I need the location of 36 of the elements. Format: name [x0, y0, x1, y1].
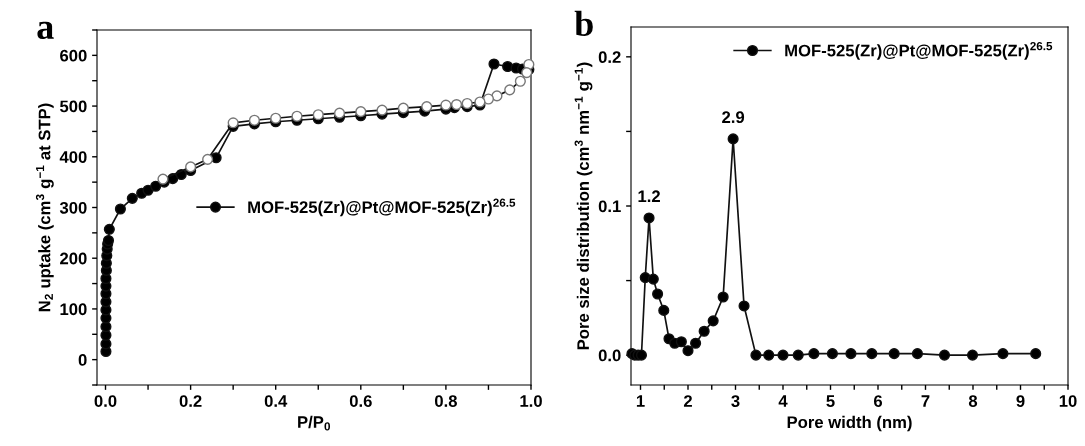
y-tick-label: 600 [60, 49, 87, 62]
annotation: 2.9 [722, 111, 745, 124]
y-axis-title: N$_{2}$ uptake (cm$^{3}$ g$^{−1}$ at STP) [35, 103, 54, 312]
x-tick-label: 5 [826, 395, 835, 407]
annotation: 1.2 [638, 190, 660, 202]
x-tick-label: 6 [873, 395, 883, 407]
x-axis-title: P/P$_{0}$ [298, 415, 331, 431]
y-tick-label: 200 [60, 252, 87, 265]
x-tick-label: 0.2 [179, 395, 202, 407]
x-axis-title: Pore width (nm) [787, 415, 912, 432]
y-tick-label: 500 [59, 100, 87, 113]
x-tick-label: 0.0 [94, 395, 117, 407]
x-tick-label: 4 [778, 395, 788, 407]
y-tick-label: 0.1 [598, 200, 621, 213]
y-axis-title: Pore size distribution (cm$^{3}$ nm$^{−1}$ g$^{−1}$) [574, 62, 593, 350]
x-tick-label: 10 [1059, 395, 1077, 407]
chart-title: a [37, 21, 54, 40]
x-tick-label: 8 [968, 395, 978, 407]
x-tick-label: 2 [683, 395, 692, 407]
chart-title: b [574, 10, 593, 37]
y-tick-label: 100 [60, 303, 87, 316]
x-tick-label: 1 [636, 395, 645, 407]
y-tick-label: 0.0 [598, 349, 621, 362]
x-tick-label: 0.6 [349, 395, 372, 407]
x-tick-label: 7 [921, 395, 930, 407]
legend-label: MOF-525(Zr)@Pt@MOF-525(Zr)$^{26.5}$ [248, 198, 516, 217]
x-tick-label: 3 [731, 395, 740, 407]
x-tick-label: 0.8 [434, 395, 457, 407]
y-tick-label: 300 [59, 201, 87, 214]
y-tick-label: 400 [59, 151, 87, 163]
x-tick-label: 0.4 [264, 395, 288, 407]
y-tick-label: 0.2 [598, 51, 621, 64]
legend-label: MOF-525(Zr)@Pt@MOF-525(Zr)$^{26.5}$ [785, 42, 1053, 60]
y-tick-label: 0 [78, 354, 87, 366]
x-tick-label: 1.0 [520, 395, 542, 407]
x-tick-label: 9 [1016, 395, 1025, 407]
